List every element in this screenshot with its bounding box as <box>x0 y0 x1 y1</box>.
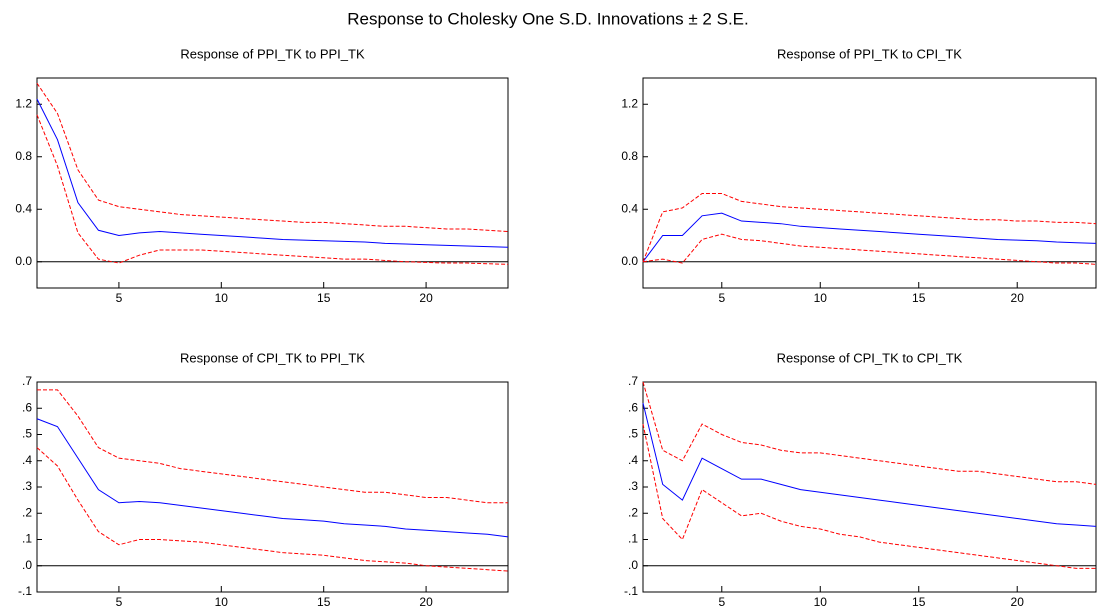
y-tick-label: .1 <box>628 532 638 546</box>
x-tick-label: 15 <box>317 291 331 305</box>
y-tick-label: .4 <box>628 453 638 467</box>
band-line <box>36 447 509 572</box>
x-tick-label: 10 <box>814 595 828 609</box>
response-line <box>36 98 509 248</box>
band-line <box>642 423 1096 569</box>
x-tick-label: 15 <box>912 291 926 305</box>
y-tick-label: 0.4 <box>15 201 32 215</box>
y-tick-label: .3 <box>628 479 638 493</box>
y-tick-label: .5 <box>22 427 32 441</box>
y-tick-label: .7 <box>22 374 32 388</box>
y-tick-label: .7 <box>628 374 638 388</box>
plot-frame <box>36 381 509 593</box>
subplot-title: Response of PPI_TK to CPI_TK <box>777 46 962 61</box>
y-tick-label: -.1 <box>18 584 32 598</box>
x-tick-label: 20 <box>419 595 433 609</box>
x-tick-label: 20 <box>1011 595 1025 609</box>
y-tick-label: .6 <box>22 400 32 414</box>
y-tick-label: -.1 <box>624 584 638 598</box>
band-line <box>642 233 1097 265</box>
y-tick-label: .2 <box>628 505 638 519</box>
plot-frame <box>642 77 1097 289</box>
y-tick-label: 0.4 <box>621 201 638 215</box>
x-tick-label: 5 <box>718 291 725 305</box>
band-line <box>37 389 508 504</box>
x-tick-label: 5 <box>116 291 123 305</box>
y-tick-label: 0.8 <box>15 149 32 163</box>
x-tick-label: 5 <box>718 595 725 609</box>
y-tick-label: .5 <box>628 427 638 441</box>
y-tick-label: 0.0 <box>621 254 638 268</box>
y-tick-label: .1 <box>22 532 32 546</box>
band-line <box>642 381 1097 485</box>
y-tick-label: 0.0 <box>15 254 32 268</box>
band-line <box>642 193 1097 262</box>
x-tick-label: 10 <box>215 595 229 609</box>
x-tick-label: 15 <box>317 595 331 609</box>
x-tick-label: 20 <box>419 291 433 305</box>
plot-frame <box>642 381 1097 593</box>
band-line <box>36 82 509 233</box>
subplot-title: Response of PPI_TK to PPI_TK <box>180 46 365 61</box>
x-tick-label: 10 <box>215 291 229 305</box>
band-line <box>36 114 509 265</box>
y-tick-label: .3 <box>22 479 32 493</box>
response-line <box>642 212 1097 263</box>
y-tick-label: 1.2 <box>621 96 638 110</box>
x-tick-label: 15 <box>912 595 926 609</box>
y-tick-label: 0.8 <box>621 149 638 163</box>
x-tick-label: 10 <box>814 291 828 305</box>
y-tick-label: .6 <box>628 400 638 414</box>
response-line <box>642 402 1097 527</box>
y-tick-label: .0 <box>628 558 638 572</box>
plot-frame <box>36 77 509 289</box>
subplot-title: Response of CPI_TK to CPI_TK <box>777 350 963 365</box>
y-tick-label: .2 <box>22 505 32 519</box>
x-tick-label: 5 <box>116 595 123 609</box>
x-tick-label: 20 <box>1011 291 1025 305</box>
y-tick-label: 1.2 <box>15 96 32 110</box>
response-line <box>36 418 509 538</box>
subplot-title: Response of CPI_TK to PPI_TK <box>180 350 365 365</box>
y-tick-label: .4 <box>22 453 32 467</box>
figure-title: Response to Cholesky One S.D. Innovation… <box>347 9 748 28</box>
y-tick-label: .0 <box>22 558 32 572</box>
